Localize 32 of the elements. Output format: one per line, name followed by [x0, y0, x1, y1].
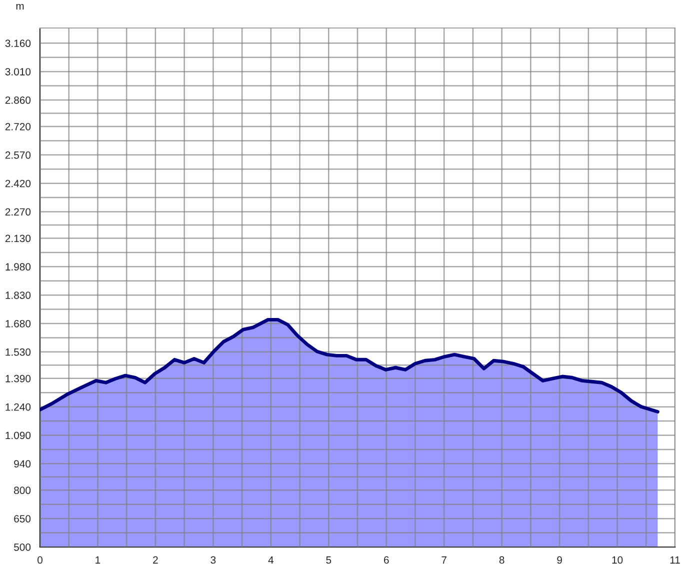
y-tick-label: 940 [14, 460, 31, 468]
y-tick-label: 2.130 [5, 234, 31, 242]
y-tick-label: 500 [14, 544, 31, 551]
y-tick-label: 2.420 [5, 180, 31, 188]
y-tick-label: 3.010 [5, 68, 31, 76]
x-tick-label: 11 [670, 556, 680, 564]
x-tick-label: 7 [442, 556, 446, 564]
y-tick-label: 1.530 [6, 348, 31, 356]
y-tick-label: 2.570 [5, 151, 31, 159]
y-tick-label: 3.160 [5, 40, 31, 48]
y-tick-label: 1.390 [6, 374, 31, 382]
x-tick-label: 3 [210, 556, 216, 564]
y-tick-label: 2.720 [5, 122, 31, 130]
y-tick-label: 1.830 [6, 292, 31, 299]
x-tick-label: 1 [96, 556, 100, 564]
x-tick-label: 8 [499, 556, 504, 564]
y-tick-label: 1.680 [6, 320, 31, 328]
y-axis-title: m [16, 4, 24, 10]
y-tick-label: 2.860 [5, 96, 31, 104]
x-tick-label: 5 [326, 556, 332, 564]
y-tick-label: 1.980 [6, 263, 31, 271]
x-tick-label: 6 [384, 556, 389, 564]
x-tick-label: 4 [268, 556, 274, 564]
x-tick-label: 2 [153, 556, 158, 564]
x-tick-label: 0 [38, 556, 42, 564]
y-tick-label: 800 [14, 486, 31, 494]
y-tick-label: 1.240 [6, 403, 31, 411]
y-tick-label: 2.270 [5, 208, 31, 216]
y-tick-label: 650 [14, 515, 31, 522]
y-tick-label: 1.090 [6, 432, 31, 440]
x-tick-label: 10 [612, 556, 623, 564]
x-tick-label: 9 [557, 556, 562, 564]
